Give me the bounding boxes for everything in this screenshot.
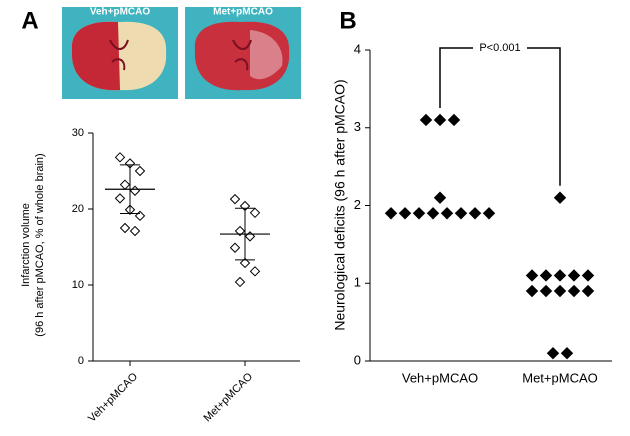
data-point	[419, 113, 433, 127]
image-label: Veh+pMCAO	[90, 7, 151, 18]
brain-image	[62, 7, 178, 99]
data-point	[412, 207, 426, 220]
brain-image	[185, 7, 301, 99]
data-point	[539, 284, 553, 298]
data-point	[553, 284, 567, 298]
y-tick-label: 20	[72, 203, 84, 215]
data-point	[244, 231, 256, 242]
data-point	[119, 179, 131, 190]
y-axis-label: Infarction volume	[20, 203, 32, 287]
x-tick-label: Met+pMCAO	[202, 370, 256, 424]
data-point	[134, 165, 146, 177]
y-tick-label: 30	[72, 127, 84, 139]
panel-label: B	[339, 7, 356, 34]
data-point	[114, 152, 126, 163]
p-value-annotation: P<0.001	[479, 42, 520, 54]
data-point	[398, 207, 412, 220]
data-point	[525, 284, 539, 298]
data-point	[482, 207, 496, 220]
image-label: Met+pMCAO	[213, 7, 273, 18]
data-point	[234, 225, 246, 237]
data-point	[249, 207, 261, 219]
data-point	[553, 269, 567, 282]
data-point	[426, 207, 440, 220]
y-tick-label: 4	[354, 41, 361, 56]
y-axis-label: (96 h after pMCAO, % of whole brain)	[34, 153, 46, 336]
data-point	[129, 185, 141, 196]
data-point	[539, 269, 553, 282]
y-tick-label: 3	[354, 119, 361, 134]
y-tick-label: 0	[78, 355, 84, 367]
data-point	[229, 193, 241, 205]
panel-label: A	[21, 7, 38, 34]
data-point	[129, 225, 141, 237]
significance-bracket	[439, 47, 561, 186]
data-point	[581, 269, 595, 282]
y-tick-label: 1	[354, 275, 361, 290]
data-point	[229, 242, 241, 253]
data-point	[546, 347, 560, 360]
data-point	[234, 276, 246, 288]
data-point	[454, 207, 468, 220]
data-point	[560, 347, 574, 360]
data-point	[567, 269, 581, 282]
x-tick-label: Veh+pMCAO	[402, 370, 478, 385]
x-tick-label: Veh+pMCAO	[86, 370, 140, 424]
data-point	[384, 207, 398, 220]
data-point	[239, 257, 251, 269]
y-tick-label: 2	[354, 197, 361, 212]
y-tick-label: 10	[72, 279, 84, 291]
data-point	[114, 193, 126, 204]
data-point	[134, 210, 146, 222]
data-point	[468, 207, 482, 220]
data-point	[581, 284, 595, 298]
data-point	[249, 266, 261, 277]
y-tick-label: 0	[354, 352, 361, 367]
y-axis-label: Neurological deficits (96 h after pMCAO)	[332, 79, 348, 330]
data-point	[447, 113, 461, 127]
data-point	[567, 284, 581, 298]
data-point	[433, 191, 447, 204]
x-tick-label: Met+pMCAO	[522, 370, 598, 385]
data-point	[525, 269, 539, 282]
data-point	[553, 191, 567, 204]
data-point	[119, 222, 131, 234]
data-point	[440, 207, 454, 220]
data-point	[433, 113, 447, 127]
